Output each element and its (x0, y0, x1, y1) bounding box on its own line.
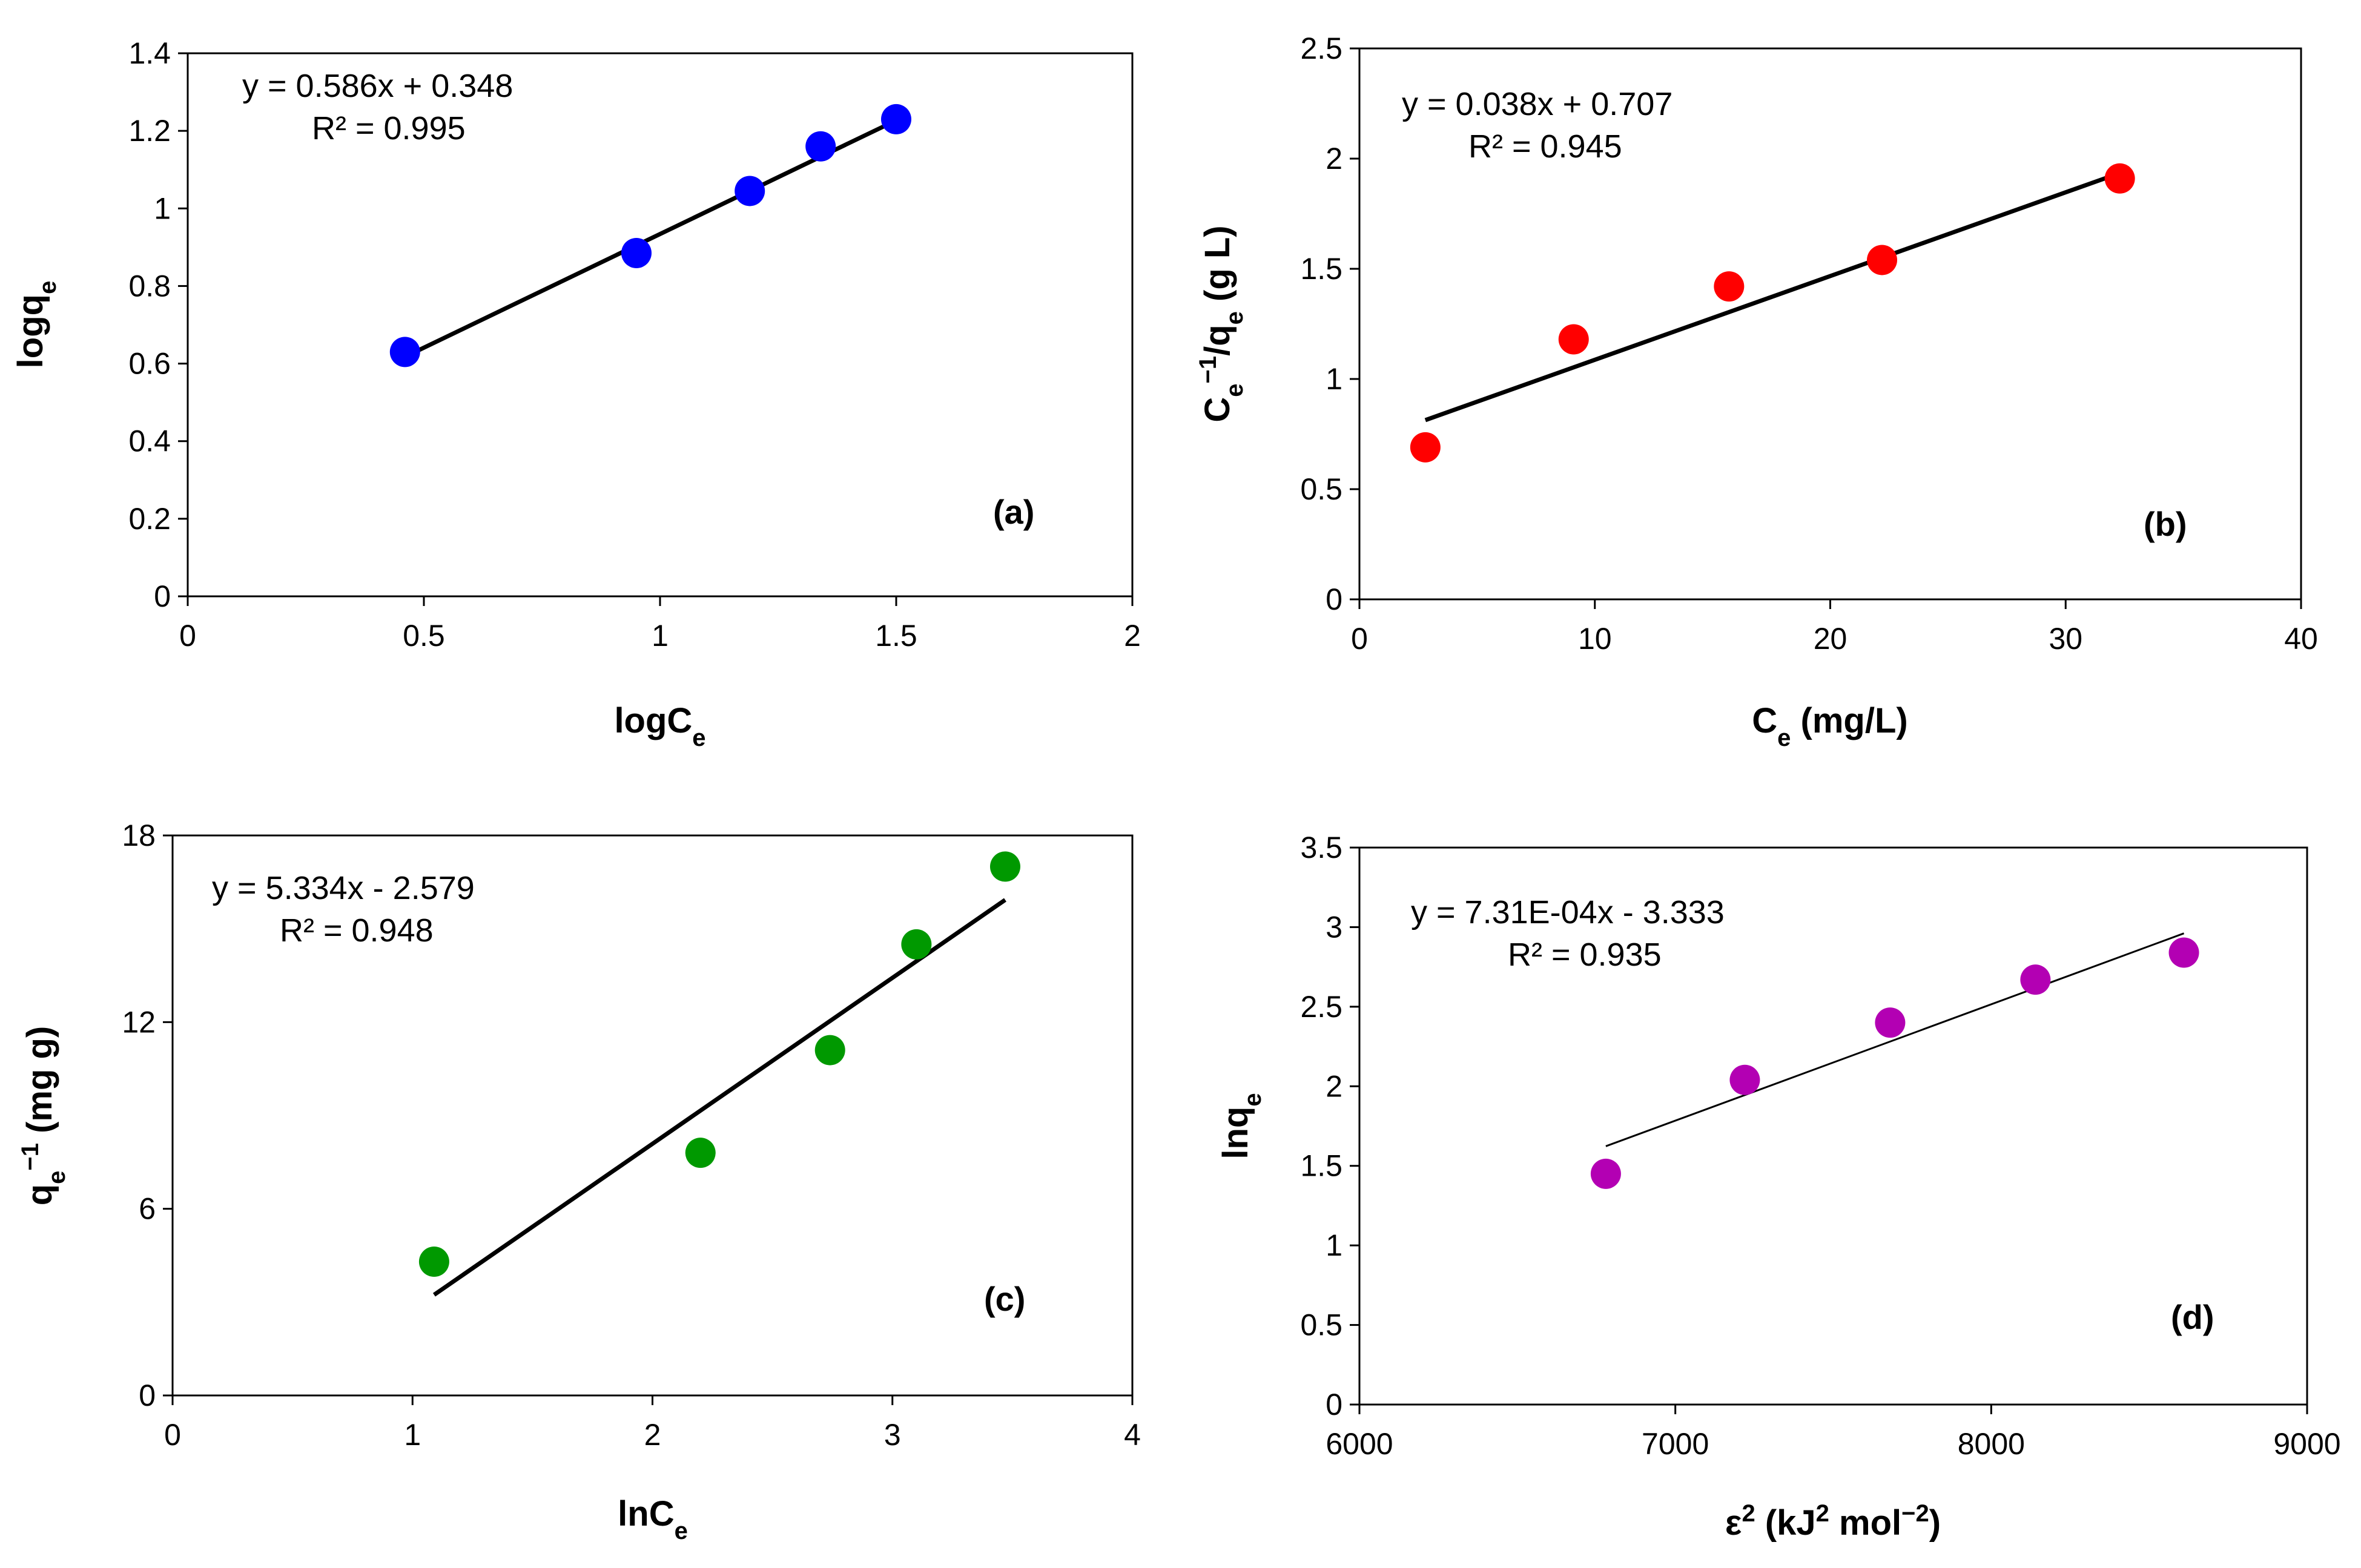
y-tick-label: 1 (1326, 362, 1342, 396)
trendline-equation: y = 0.586x + 0.348 (242, 68, 513, 104)
y-tick-label: 0.4 (128, 424, 171, 458)
x-tick-label: 40 (2284, 622, 2318, 656)
x-tick-label: 0 (164, 1418, 181, 1452)
y-tick-label: 0.2 (128, 502, 171, 536)
data-point (1410, 432, 1441, 463)
x-tick-label: 1 (404, 1418, 421, 1452)
panel-d: 6000 7000 8000 9000 0 0.5 1 1.5 2 2.5 3 3.5 y = 7.31… (1216, 831, 2341, 1543)
y-tick-label: 0.5 (1300, 1308, 1342, 1342)
y-tick-label: 6 (139, 1192, 156, 1226)
y-tick-label: 2 (1326, 142, 1342, 176)
data-point (1867, 245, 1898, 275)
data-point (2104, 163, 2135, 194)
data-point (881, 104, 911, 134)
x-tick-label: 30 (2049, 622, 2082, 656)
x-tick-label: 0 (179, 619, 196, 653)
data-point (989, 851, 1020, 882)
x-axis-label: logCe (614, 701, 705, 751)
panel-a: 0 0.5 1 1.5 2 0 0.2 0.4 0.6 0.8 1 1.2 1.4 y = 0.586x … (11, 36, 1141, 751)
y-tick-label: 2 (1326, 1069, 1342, 1103)
x-tick-label: 3 (884, 1418, 901, 1452)
y-tick-label: 0.5 (1300, 472, 1342, 506)
panel-label: (d) (2171, 1298, 2214, 1336)
data-point (814, 1035, 845, 1066)
data-point (735, 176, 765, 206)
x-tick-label: 2 (644, 1418, 661, 1452)
y-axis-label: logqe (11, 281, 61, 369)
y-tick-label: 3.5 (1300, 831, 1342, 865)
y-tick-label: 1.4 (128, 36, 171, 70)
data-point (1590, 1158, 1621, 1189)
r-squared-label: R² = 0.995 (312, 110, 466, 147)
data-point (805, 131, 836, 162)
x-tick-label: 8000 (1958, 1427, 2025, 1461)
x-tick-label: 10 (1578, 622, 1612, 656)
x-tick-label: 1 (652, 619, 669, 653)
y-tick-label: 0 (154, 579, 171, 613)
y-tick-label: 1 (1326, 1228, 1342, 1262)
x-axis-label: Ce (mg/L) (1752, 701, 1907, 751)
data-point (1729, 1064, 1760, 1095)
y-tick-label: 0.8 (128, 269, 171, 303)
trendline-equation: y = 7.31E-04x - 3.333 (1411, 894, 1725, 931)
trendline (1424, 171, 2121, 423)
plot-area-frame (1358, 846, 2308, 1406)
y-tick-label: 0.6 (128, 347, 171, 381)
y-tick-label: 1 (154, 191, 171, 225)
data-point (685, 1138, 716, 1168)
y-tick-label: 18 (122, 819, 156, 852)
y-axis-label: lnqe (1216, 1093, 1266, 1159)
y-tick-label: 2.5 (1300, 990, 1342, 1024)
y-axis-label: Ce−1/qe (g L) (1195, 225, 1248, 422)
y-tick-label: 1.2 (128, 114, 171, 148)
panel-label: (b) (2144, 505, 2187, 543)
y-tick-label: 12 (122, 1005, 156, 1039)
x-axis-label: lnCe (618, 1494, 688, 1544)
y-tick-label: 0 (1326, 582, 1342, 616)
x-tick-label: 2 (1124, 619, 1141, 653)
x-tick-label: 0 (1351, 622, 1368, 656)
trendline (1605, 932, 2185, 1147)
data-point (1558, 324, 1589, 355)
x-axis-label: ε2 (kJ2 mol−2) (1725, 1500, 1941, 1543)
x-tick-label: 6000 (1326, 1427, 1393, 1461)
r-squared-label: R² = 0.935 (1508, 937, 1662, 973)
y-tick-label: 2.5 (1300, 31, 1342, 65)
data-point (389, 337, 420, 367)
r-squared-label: R² = 0.945 (1468, 128, 1622, 165)
x-tick-label: 0.5 (403, 619, 445, 653)
panel-label: (c) (984, 1280, 1025, 1318)
data-point (2168, 937, 2199, 968)
y-tick-label: 3 (1326, 910, 1342, 944)
trendline-equation: y = 0.038x + 0.707 (1402, 86, 1673, 122)
data-point (1875, 1007, 1906, 1038)
x-tick-label: 9000 (2273, 1427, 2340, 1461)
data-point (2020, 964, 2051, 995)
trendline-equation: y = 5.334x - 2.579 (212, 870, 475, 906)
x-tick-label: 7000 (1642, 1427, 1709, 1461)
data-point (621, 237, 652, 268)
data-point (1714, 271, 1745, 302)
x-tick-label: 4 (1124, 1418, 1141, 1452)
panel-label: (a) (993, 493, 1034, 531)
r-squared-label: R² = 0.948 (280, 912, 434, 949)
y-tick-label: 1.5 (1300, 1149, 1342, 1183)
y-axis-label: qe−1 (mg g) (17, 1026, 70, 1206)
y-tick-label: 0 (139, 1379, 156, 1412)
y-tick-label: 0 (1326, 1388, 1342, 1421)
trendline (432, 898, 1006, 1297)
x-tick-label: 20 (1814, 622, 1848, 656)
y-tick-label: 1.5 (1300, 252, 1342, 286)
data-point (418, 1247, 449, 1277)
panel-b: 0 10 20 30 40 0 0.5 1 1.5 2 2.5 y = 0.038x + 0.707 R… (1195, 31, 2318, 751)
x-tick-label: 1.5 (875, 619, 917, 653)
data-point (901, 929, 932, 960)
